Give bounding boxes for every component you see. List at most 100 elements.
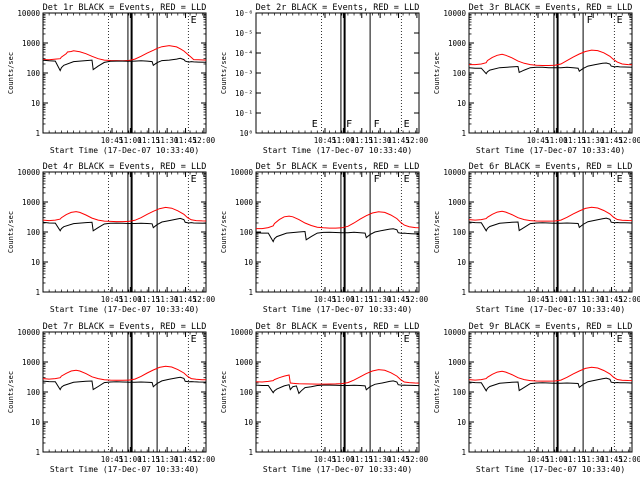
y-tick-label: 1 bbox=[35, 288, 40, 297]
flag-letter: E bbox=[617, 174, 623, 185]
x-axis-label: Start Time (17-Dec-07 10:33:40) bbox=[476, 465, 625, 474]
y-tick-label: 100 bbox=[26, 69, 40, 78]
chart-det7r: Det 7r BLACK = Events, RED = LLD E 1 10 100 1… bbox=[7, 322, 216, 474]
series-line-events bbox=[255, 380, 420, 395]
y-tick-label: 10000 bbox=[443, 328, 466, 337]
y-tick-label: 10⁻² bbox=[235, 89, 253, 98]
x-tick-label: 11:45 bbox=[600, 295, 623, 304]
y-tick-label: 10⁻⁴ bbox=[235, 49, 253, 58]
x-axis-label: Start Time (17-Dec-07 10:33:40) bbox=[263, 146, 412, 155]
y-axis-label: Counts/sec bbox=[7, 52, 15, 94]
y-tick-label: 10⁻¹ bbox=[235, 109, 253, 118]
y-tick-label: 1 bbox=[35, 448, 40, 457]
chart-title: Det 9r BLACK = Events, RED = LLD bbox=[469, 322, 633, 332]
x-tick-label: 11:00 bbox=[545, 295, 568, 304]
chart-det5r: Det 5r BLACK = Events, RED = LLD F E 1 10 100… bbox=[220, 162, 429, 314]
x-axis-label: Start Time (17-Dec-07 10:33:40) bbox=[50, 465, 199, 474]
series-line-events bbox=[468, 217, 633, 232]
chart-title: Det 3r BLACK = Events, RED = LLD bbox=[469, 3, 633, 13]
x-tick-label: 11:45 bbox=[174, 136, 197, 145]
x-tick-label: 11:15 bbox=[563, 295, 586, 304]
y-tick-label: 10 bbox=[457, 99, 467, 108]
series-line-events bbox=[42, 217, 207, 232]
y-tick-label: 10 bbox=[457, 418, 467, 427]
flag-letter: E bbox=[404, 119, 410, 130]
x-tick-label: 12:00 bbox=[193, 136, 216, 145]
x-tick-label: 11:00 bbox=[332, 455, 355, 464]
y-tick-label: 1000 bbox=[448, 358, 467, 367]
x-tick-label: 10:45 bbox=[527, 136, 550, 145]
x-tick-label: 10:45 bbox=[101, 136, 124, 145]
x-tick-label: 10:45 bbox=[314, 455, 337, 464]
y-axis-label: Counts/sec bbox=[433, 52, 441, 94]
y-tick-label: 10⁻³ bbox=[235, 69, 253, 78]
y-tick-label: 10000 bbox=[230, 168, 253, 177]
y-tick-label: 10⁻⁵ bbox=[235, 29, 253, 38]
y-tick-label: 10000 bbox=[17, 328, 40, 337]
x-tick-label: 11:45 bbox=[387, 455, 410, 464]
y-tick-label: 10 bbox=[31, 99, 41, 108]
flag-letter: E bbox=[617, 334, 623, 345]
x-tick-label: 12:00 bbox=[619, 455, 640, 464]
y-tick-label: 1 bbox=[35, 129, 40, 138]
x-tick-label: 11:30 bbox=[582, 455, 605, 464]
chart-det6r: Det 6r BLACK = Events, RED = LLD E 1 10 100 1… bbox=[433, 162, 640, 314]
series-line-events bbox=[468, 62, 633, 75]
flag-letter: F bbox=[587, 15, 593, 26]
x-tick-label: 11:00 bbox=[545, 455, 568, 464]
x-tick-label: 11:45 bbox=[387, 136, 410, 145]
x-tick-label: 11:30 bbox=[156, 295, 179, 304]
flag-letter: E bbox=[191, 174, 197, 185]
y-tick-label: 100 bbox=[452, 388, 466, 397]
flag-letter: E bbox=[404, 174, 410, 185]
x-tick-label: 11:00 bbox=[545, 136, 568, 145]
x-tick-label: 11:00 bbox=[119, 295, 142, 304]
y-tick-label: 1 bbox=[461, 448, 466, 457]
x-tick-label: 11:30 bbox=[369, 136, 392, 145]
y-tick-label: 1 bbox=[461, 288, 466, 297]
y-axis-label: Counts/sec bbox=[7, 211, 15, 253]
y-tick-label: 1000 bbox=[22, 198, 41, 207]
x-tick-label: 10:45 bbox=[527, 455, 550, 464]
x-axis-label: Start Time (17-Dec-07 10:33:40) bbox=[50, 146, 199, 155]
series-line-events bbox=[42, 57, 207, 72]
y-tick-label: 1000 bbox=[235, 198, 254, 207]
x-tick-label: 10:45 bbox=[314, 136, 337, 145]
y-tick-label: 10 bbox=[244, 258, 254, 267]
x-tick-label: 11:15 bbox=[563, 455, 586, 464]
x-tick-label: 11:30 bbox=[582, 136, 605, 145]
y-tick-label: 10 bbox=[457, 258, 467, 267]
x-tick-label: 11:15 bbox=[137, 136, 160, 145]
x-tick-label: 11:30 bbox=[156, 136, 179, 145]
x-tick-label: 11:45 bbox=[387, 295, 410, 304]
y-tick-label: 10 bbox=[31, 418, 41, 427]
y-tick-label: 10⁰ bbox=[239, 129, 253, 138]
x-tick-label: 11:45 bbox=[174, 295, 197, 304]
flag-letter: E bbox=[312, 119, 318, 130]
y-tick-label: 1000 bbox=[448, 39, 467, 48]
x-tick-label: 11:30 bbox=[369, 455, 392, 464]
y-tick-label: 10 bbox=[31, 258, 41, 267]
x-tick-label: 11:15 bbox=[563, 136, 586, 145]
x-tick-label: 11:30 bbox=[156, 455, 179, 464]
x-tick-label: 11:00 bbox=[119, 455, 142, 464]
chart-title: Det 2r BLACK = Events, RED = LLD bbox=[256, 3, 420, 13]
y-tick-label: 10⁻⁶ bbox=[235, 9, 253, 18]
x-tick-label: 12:00 bbox=[619, 295, 640, 304]
chart-title: Det 5r BLACK = Events, RED = LLD bbox=[256, 162, 420, 172]
y-tick-label: 1 bbox=[461, 129, 466, 138]
x-tick-label: 11:00 bbox=[332, 136, 355, 145]
y-tick-label: 10000 bbox=[17, 168, 40, 177]
x-tick-label: 12:00 bbox=[406, 455, 429, 464]
x-axis-label: Start Time (17-Dec-07 10:33:40) bbox=[50, 305, 199, 314]
chart-title: Det 1r BLACK = Events, RED = LLD bbox=[43, 3, 207, 13]
y-tick-label: 1000 bbox=[235, 358, 254, 367]
x-tick-label: 11:00 bbox=[332, 295, 355, 304]
x-tick-label: 10:45 bbox=[101, 295, 124, 304]
y-axis-label: Counts/sec bbox=[7, 371, 15, 413]
x-tick-label: 11:45 bbox=[174, 455, 197, 464]
y-tick-label: 1000 bbox=[448, 198, 467, 207]
x-tick-label: 11:15 bbox=[350, 455, 373, 464]
y-tick-label: 100 bbox=[239, 388, 253, 397]
